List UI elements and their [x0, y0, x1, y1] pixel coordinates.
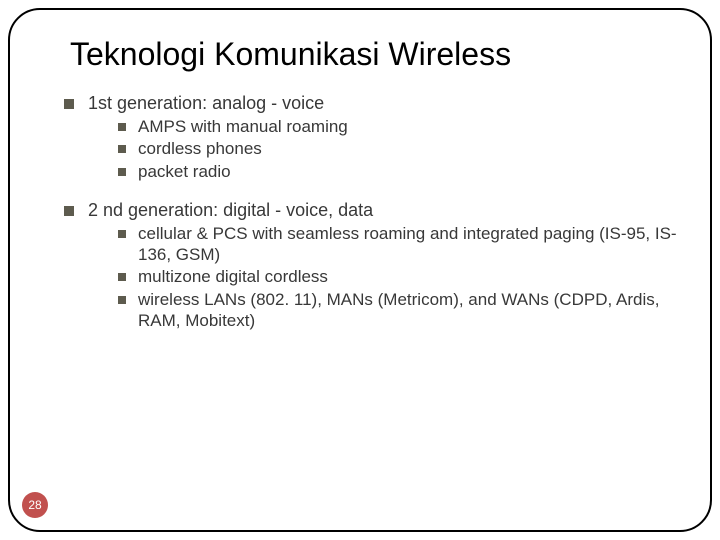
square-bullet-icon: [64, 99, 74, 109]
list-item: packet radio: [118, 161, 680, 182]
list-item: 1st generation: analog - voice AMPS with…: [40, 93, 680, 182]
square-bullet-icon: [118, 168, 126, 176]
slide-frame: Teknologi Komunikasi Wireless 1st genera…: [8, 8, 712, 532]
outer-row: 2 nd generation: digital - voice, data: [64, 200, 680, 221]
square-bullet-icon: [118, 296, 126, 304]
list-item: cellular & PCS with seamless roaming and…: [118, 223, 680, 266]
inner-list: cellular & PCS with seamless roaming and…: [118, 223, 680, 331]
square-bullet-icon: [118, 230, 126, 238]
slide-title: Teknologi Komunikasi Wireless: [70, 36, 680, 73]
square-bullet-icon: [64, 206, 74, 216]
inner-label: AMPS with manual roaming: [138, 116, 348, 137]
list-item: wireless LANs (802. 11), MANs (Metricom)…: [118, 289, 680, 332]
inner-label: packet radio: [138, 161, 231, 182]
square-bullet-icon: [118, 145, 126, 153]
inner-label: cordless phones: [138, 138, 262, 159]
page-number-badge: 28: [22, 492, 48, 518]
inner-label: cellular & PCS with seamless roaming and…: [138, 223, 680, 266]
outer-row: 1st generation: analog - voice: [64, 93, 680, 114]
list-item: multizone digital cordless: [118, 266, 680, 287]
list-item: 2 nd generation: digital - voice, data c…: [40, 200, 680, 331]
list-item: cordless phones: [118, 138, 680, 159]
inner-label: multizone digital cordless: [138, 266, 328, 287]
square-bullet-icon: [118, 273, 126, 281]
outer-label: 2 nd generation: digital - voice, data: [88, 200, 373, 221]
list-item: AMPS with manual roaming: [118, 116, 680, 137]
inner-list: AMPS with manual roaming cordless phones…: [118, 116, 680, 182]
outer-label: 1st generation: analog - voice: [88, 93, 324, 114]
inner-label: wireless LANs (802. 11), MANs (Metricom)…: [138, 289, 680, 332]
square-bullet-icon: [118, 123, 126, 131]
